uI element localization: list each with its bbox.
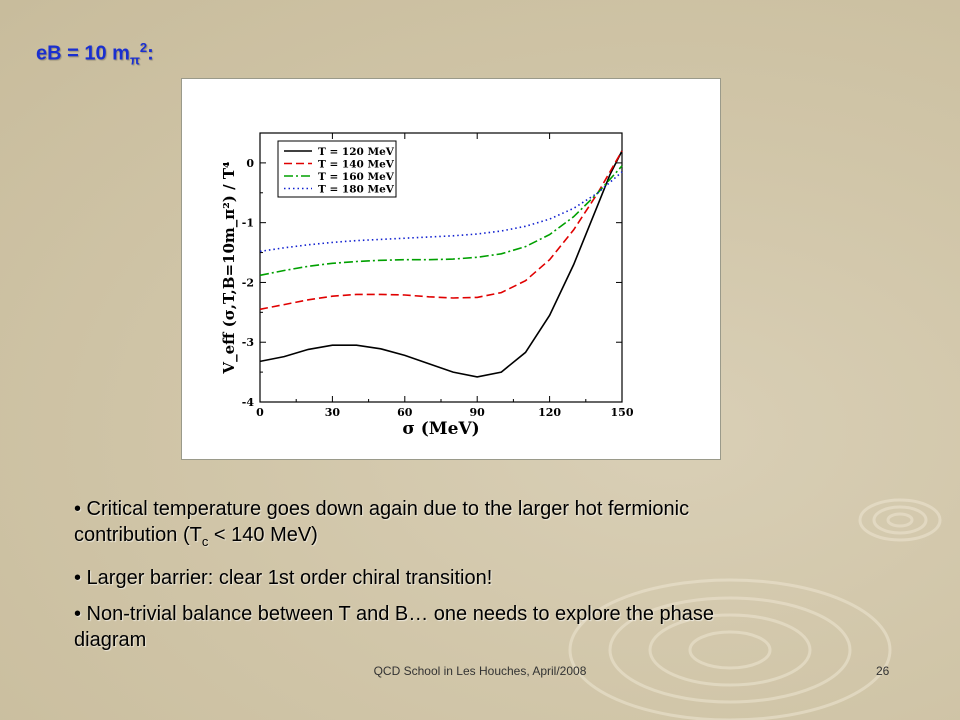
x-axis-label: σ (MeV) (402, 419, 479, 439)
x-tick-label: 150 (611, 406, 634, 419)
bullet-nontrivial-balance: • Non-trivial balance between T and B… o… (74, 603, 715, 651)
series-line-2 (259, 150, 623, 311)
chart-frame: 0 30 60 90 120 150 0 -1 -2 -3 -4 σ (MeV) V_eff (σ,T,… (181, 78, 721, 460)
bullet-larger-barrier: • Larger barrier: clear 1st order chiral… (74, 567, 493, 589)
legend-label-4: T = 180 MeV (318, 184, 395, 196)
y-tick-label: -1 (242, 217, 254, 230)
legend-label-2: T = 140 MeV (318, 159, 395, 171)
bullet-list: • Critical temperature goes down again d… (74, 496, 754, 663)
y-tick-label: -3 (242, 336, 254, 349)
legend-label-1: T = 120 MeV (318, 146, 395, 158)
footer-text: QCD School in Les Houches, April/2008 (373, 664, 587, 678)
y-tick-label: -2 (242, 276, 254, 289)
veff-chart: 0 30 60 90 120 150 0 -1 -2 -3 -4 σ (MeV) V_eff (σ,T,… (220, 132, 634, 439)
legend-label-3: T = 160 MeV (318, 171, 395, 183)
x-tick-label: 90 (470, 406, 486, 419)
page-number: 26 (876, 664, 890, 678)
y-tick-label: 0 (246, 157, 254, 170)
x-tick-label: 0 (256, 406, 264, 419)
series-line-1 (259, 150, 623, 378)
slide-title: eB = 10 mπ2: (36, 40, 154, 68)
x-tick-label: 30 (325, 406, 341, 419)
y-axis-label: V_eff (σ,T,B=10m_π²) / T⁴ (220, 161, 238, 375)
x-tick-label: 120 (538, 406, 561, 419)
bullet-critical-temperature: • Critical temperature goes down again d… (74, 498, 690, 549)
x-tick-label: 60 (397, 406, 413, 419)
series-line-3 (259, 165, 623, 277)
y-tick-label: -4 (242, 396, 255, 409)
